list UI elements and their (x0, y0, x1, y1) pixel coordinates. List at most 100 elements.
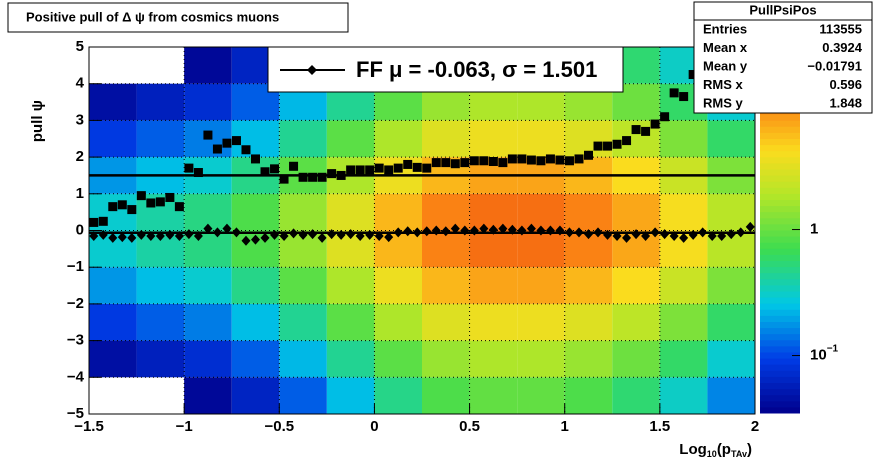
square-marker (374, 163, 384, 173)
heatmap-cell (374, 120, 422, 158)
diamond-marker (469, 225, 479, 236)
heatmap-cell (659, 303, 708, 341)
heatmap-cell (279, 340, 327, 378)
diamond-marker (136, 229, 146, 240)
diamond-marker (603, 229, 613, 240)
square-marker (469, 156, 479, 166)
diamond-marker (526, 223, 536, 234)
square-marker (393, 163, 403, 173)
colorbar-segment (760, 193, 800, 200)
diamond-marker (498, 223, 508, 234)
colorbar-segment (760, 272, 800, 280)
square-marker (365, 165, 375, 175)
stats-label: Mean y (703, 58, 748, 73)
chart-title: Positive pull of Δ ψ from cosmics muons (26, 9, 279, 24)
square-marker (517, 154, 527, 164)
diamond-marker (412, 227, 422, 238)
diamond-marker (545, 225, 555, 236)
colorbar-segment (760, 278, 800, 286)
heatmap-cell (517, 193, 565, 231)
square-marker (622, 136, 632, 146)
square-marker (184, 163, 194, 173)
heatmap-cell (564, 340, 613, 378)
square-marker (564, 156, 574, 166)
diamond-marker (650, 227, 660, 238)
square-marker (336, 170, 346, 180)
heatmap-cell (326, 303, 375, 341)
heatmap-cell (374, 340, 422, 378)
stats-value: 0.3924 (822, 40, 863, 55)
square-marker (108, 202, 118, 212)
colorbar-segment (760, 230, 800, 237)
z-tick-base: 10 (810, 347, 827, 364)
x-tick-label: 1.5 (649, 418, 670, 435)
heatmap-cell (659, 120, 708, 158)
heatmap-cell (469, 340, 518, 378)
heatmap-cell (517, 267, 565, 304)
y-tick-label: −1 (67, 258, 84, 275)
diamond-marker (108, 232, 118, 243)
heatmap-cell (326, 120, 375, 158)
y-tick-label: −5 (67, 405, 84, 422)
diamond-marker (584, 229, 593, 240)
heatmap-cell (89, 120, 137, 158)
heatmap-cell (326, 377, 375, 414)
heatmap-cell (374, 377, 422, 414)
diamond-marker (336, 229, 346, 240)
y-tick-label: 2 (76, 148, 84, 165)
diamond-marker (279, 231, 289, 242)
heatmap-cell (231, 340, 280, 378)
heatmap-cell (612, 377, 660, 414)
z-tick-exp: −1 (827, 343, 839, 354)
square-marker (669, 88, 679, 98)
diamond-marker (393, 227, 403, 238)
heatmap-cell (89, 267, 137, 304)
heatmap-cell (707, 120, 755, 158)
heatmap-cell (659, 193, 708, 231)
square-marker (460, 158, 470, 168)
colorbar-segment (760, 223, 800, 231)
colorbar-segment (760, 132, 800, 139)
x-tick-label: 2 (751, 418, 759, 435)
heatmap-cell (374, 267, 422, 304)
heatmap-cell (136, 340, 185, 378)
heatmap-cell (184, 47, 232, 84)
colorbar-segment (760, 333, 800, 341)
diamond-marker (251, 234, 260, 245)
heatmap-cell (707, 267, 755, 304)
stats-label: RMS x (703, 77, 744, 92)
square-marker (117, 200, 127, 210)
heatmap-cell (136, 120, 185, 158)
square-marker (308, 172, 318, 182)
square-marker (212, 144, 222, 154)
heatmap-cell (231, 267, 280, 304)
colorbar-segment (760, 297, 800, 304)
diamond-marker (308, 229, 318, 240)
square-marker (545, 154, 555, 164)
heatmap-cell (89, 303, 137, 341)
heatmap-cell (231, 193, 280, 231)
square-marker (89, 217, 99, 227)
heatmap-cell (469, 377, 518, 414)
stats-label: RMS y (703, 95, 744, 110)
diamond-marker (270, 229, 280, 240)
colorbar-segment (760, 352, 800, 359)
colorbar-segment (760, 181, 800, 188)
square-marker (507, 154, 517, 164)
colorbar-segment (760, 339, 800, 347)
square-marker (431, 158, 441, 168)
square-marker (631, 125, 641, 135)
colorbar-segment (760, 364, 800, 371)
heatmap-cell (279, 377, 327, 414)
square-marker (584, 150, 593, 160)
heatmap-cell (517, 377, 565, 414)
heatmap-cell (89, 340, 137, 378)
square-marker (688, 70, 698, 80)
diamond-marker (317, 232, 327, 243)
y-tick-label: 0 (76, 221, 84, 238)
square-marker (574, 154, 584, 164)
square-marker (298, 172, 308, 182)
diamond-marker (726, 229, 736, 240)
colorbar-segment (760, 376, 800, 383)
colorbar-segment (760, 345, 800, 353)
